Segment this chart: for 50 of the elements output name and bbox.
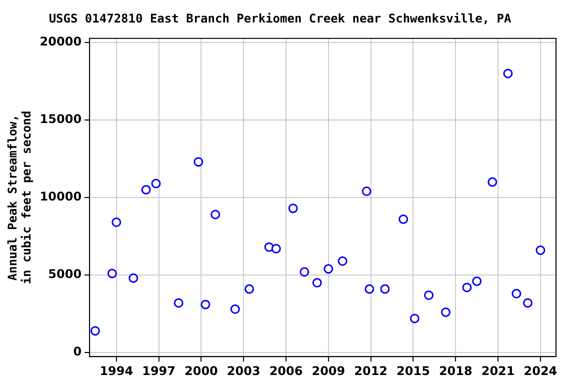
point — [107, 268, 117, 278]
point — [271, 244, 281, 254]
x-tick-label: 2009 — [312, 364, 346, 378]
point — [230, 304, 240, 314]
x-tick-label: 2012 — [354, 364, 388, 378]
point — [462, 282, 472, 292]
point — [151, 178, 161, 188]
point — [380, 284, 390, 294]
point — [522, 298, 532, 308]
y-tick-label: 0 — [73, 344, 82, 359]
point — [90, 326, 100, 336]
y-tick-label: 10000 — [40, 190, 82, 204]
x-tick-label: 2003 — [226, 364, 260, 378]
point — [194, 157, 204, 167]
point — [174, 298, 184, 308]
x-tick-label: 1997 — [142, 364, 176, 378]
x-tick-label: 2015 — [396, 364, 430, 378]
point — [128, 273, 138, 283]
point — [488, 177, 498, 187]
x-tick-label: 2006 — [269, 364, 303, 378]
x-tick-label: 2018 — [438, 364, 472, 378]
point — [503, 68, 513, 78]
point — [244, 284, 254, 294]
point — [200, 300, 210, 310]
point — [398, 214, 408, 224]
point — [536, 245, 546, 255]
point — [210, 210, 220, 220]
point — [424, 290, 434, 300]
y-axis-title: Annual Peak Streamflow, in cubic feet per second — [5, 110, 34, 284]
point — [112, 218, 122, 228]
point — [364, 284, 374, 294]
point — [141, 184, 151, 194]
point — [362, 186, 372, 196]
point — [512, 288, 522, 298]
x-tick-label: 2000 — [184, 364, 218, 378]
point — [472, 276, 482, 286]
x-tick-label: 2024 — [524, 364, 558, 378]
y-tick-label: 5000 — [48, 267, 82, 282]
y-tick-label: 20000 — [40, 34, 82, 49]
point — [300, 267, 310, 277]
point — [410, 314, 420, 324]
point — [338, 256, 348, 266]
point — [288, 204, 298, 214]
x-tick-label: 1994 — [100, 364, 134, 378]
point — [441, 308, 450, 317]
point — [312, 278, 322, 288]
chart-title: USGS 01472810 East Branch Perkiomen Creek near Schwenksville, PA — [48, 11, 512, 26]
y-tick-label: 15000 — [40, 112, 82, 126]
point — [324, 264, 334, 274]
x-tick-label: 2021 — [481, 364, 515, 378]
